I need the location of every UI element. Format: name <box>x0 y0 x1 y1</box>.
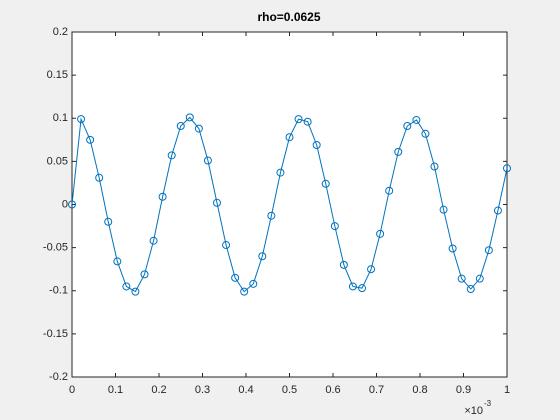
marker <box>484 246 493 255</box>
y-tick-label: -0.05 <box>43 242 68 254</box>
marker <box>222 241 231 250</box>
y-tick-label: 0.15 <box>47 69 68 81</box>
marker <box>303 117 312 126</box>
marker <box>249 279 258 288</box>
marker <box>503 164 511 173</box>
marker <box>348 282 357 291</box>
marker <box>158 192 167 201</box>
y-tick-label: 0.1 <box>53 112 68 124</box>
marker <box>176 122 185 131</box>
marker <box>412 115 421 124</box>
marker <box>77 115 86 124</box>
x-tick-label: 0.7 <box>369 384 384 396</box>
marker <box>294 115 303 124</box>
marker <box>439 205 448 214</box>
x-tick-label: 0.6 <box>325 384 340 396</box>
marker <box>131 287 140 296</box>
x-tick-label: 0.9 <box>456 384 471 396</box>
marker <box>466 285 475 294</box>
marker <box>68 200 76 209</box>
marker <box>448 244 457 253</box>
marker <box>140 270 149 279</box>
line <box>71 116 508 293</box>
marker <box>113 257 122 266</box>
marker <box>394 147 403 156</box>
chart-title: rho=0.0625 <box>257 10 320 24</box>
y-tick-label: 0 <box>62 198 68 210</box>
marker <box>149 236 158 245</box>
marker <box>385 186 394 195</box>
x-tick-label: 0.2 <box>151 384 166 396</box>
x-tick-label: 0.1 <box>108 384 123 396</box>
marker <box>258 252 267 261</box>
marker <box>240 287 249 296</box>
marker <box>358 284 367 293</box>
x-tick-label: 0.5 <box>282 384 297 396</box>
marker <box>330 222 339 231</box>
y-tick-label: -0.2 <box>49 371 68 383</box>
y-tick-label: 0.2 <box>53 26 68 38</box>
marker <box>285 133 294 142</box>
marker <box>457 274 466 283</box>
x-tick-label: 0.4 <box>238 384 253 396</box>
x-multiplier-base: ×10 <box>464 405 483 417</box>
marker <box>493 206 502 215</box>
marker <box>430 162 439 171</box>
marker <box>276 168 285 177</box>
marker <box>421 129 430 138</box>
marker <box>267 211 276 220</box>
marker <box>475 274 484 283</box>
axes-background <box>72 32 507 377</box>
y-tick-label: 0.05 <box>47 155 68 167</box>
marker <box>194 124 203 133</box>
x-tick-label: 0 <box>69 384 75 396</box>
marker <box>376 229 385 238</box>
marker <box>203 156 212 165</box>
marker <box>122 282 131 291</box>
marker <box>367 265 376 274</box>
marker <box>321 179 330 188</box>
y-tick-label: -0.1 <box>49 285 68 297</box>
marker <box>86 135 95 144</box>
marker <box>339 260 348 269</box>
marker <box>104 217 113 226</box>
x-tick-label: 0.3 <box>195 384 210 396</box>
marker <box>212 198 221 207</box>
marker <box>231 273 240 282</box>
y-tick-label: -0.15 <box>43 328 68 340</box>
marker <box>95 173 104 182</box>
x-tick-label: 1 <box>504 384 510 396</box>
marker <box>403 122 412 131</box>
marker <box>167 151 176 160</box>
x-tick-label: 0.8 <box>412 384 427 396</box>
marker <box>312 140 321 149</box>
marker <box>185 113 194 122</box>
x-multiplier-exponent: -3 <box>484 399 492 408</box>
